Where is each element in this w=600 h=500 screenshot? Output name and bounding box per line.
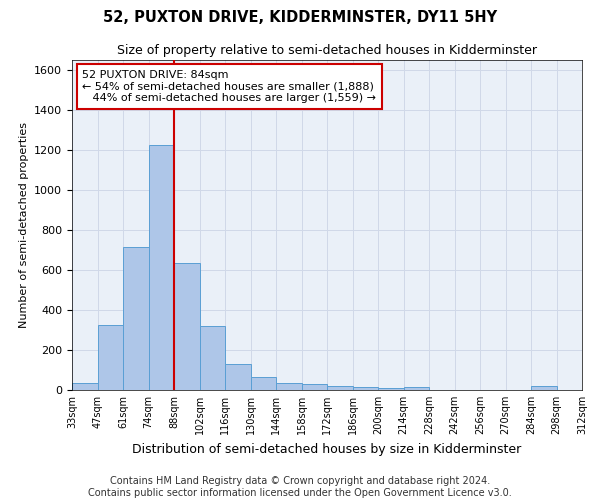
Bar — [174, 263, 199, 390]
Bar — [225, 364, 251, 390]
Bar — [276, 383, 302, 390]
Text: Contains HM Land Registry data © Crown copyright and database right 2024.
Contai: Contains HM Land Registry data © Crown c… — [88, 476, 512, 498]
Text: 52, PUXTON DRIVE, KIDDERMINSTER, DY11 5HY: 52, PUXTON DRIVE, KIDDERMINSTER, DY11 5H… — [103, 10, 497, 25]
Bar — [531, 386, 557, 390]
Bar — [378, 388, 404, 390]
Text: 52 PUXTON DRIVE: 84sqm
← 54% of semi-detached houses are smaller (1,888)
   44% : 52 PUXTON DRIVE: 84sqm ← 54% of semi-det… — [82, 70, 376, 103]
Y-axis label: Number of semi-detached properties: Number of semi-detached properties — [19, 122, 29, 328]
Bar — [302, 384, 327, 390]
Bar — [72, 383, 97, 390]
Bar — [353, 387, 378, 390]
Bar — [97, 325, 123, 390]
Bar — [327, 386, 353, 390]
X-axis label: Distribution of semi-detached houses by size in Kidderminster: Distribution of semi-detached houses by … — [133, 442, 521, 456]
Title: Size of property relative to semi-detached houses in Kidderminster: Size of property relative to semi-detach… — [117, 44, 537, 58]
Bar — [404, 387, 429, 390]
Bar — [123, 247, 149, 390]
Bar — [251, 377, 276, 390]
Bar — [199, 326, 225, 390]
Bar — [149, 145, 174, 390]
